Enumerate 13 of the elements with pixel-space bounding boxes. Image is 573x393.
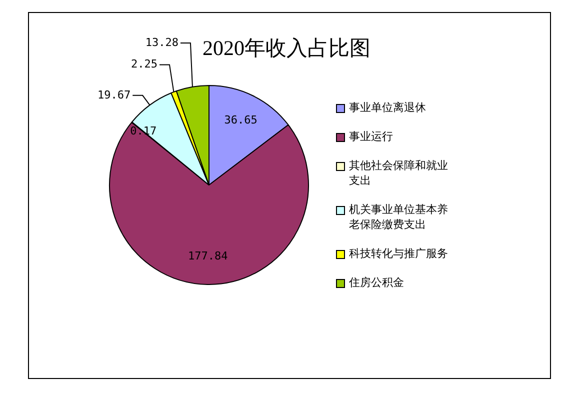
legend-label: 科技转化与推广服务 [349,246,448,261]
data-label: 36.65 [224,114,258,127]
data-label: 13.28 [145,36,178,49]
legend-label: 住房公积金 [349,275,404,290]
data-label: 177.84 [188,249,228,262]
data-label: 2.25 [130,58,158,71]
legend-label: 其他社会保障和就业支出 [349,158,449,188]
data-label: 19.67 [97,88,131,102]
chart-title: 2020年收入占比图 [202,36,370,60]
legend-label: 机关事业单位基本养老保险缴费支出 [349,202,449,232]
data-label: 0.17 [130,124,157,138]
legend-label: 事业运行 [349,129,393,144]
legend-label: 事业单位离退休 [349,100,426,115]
